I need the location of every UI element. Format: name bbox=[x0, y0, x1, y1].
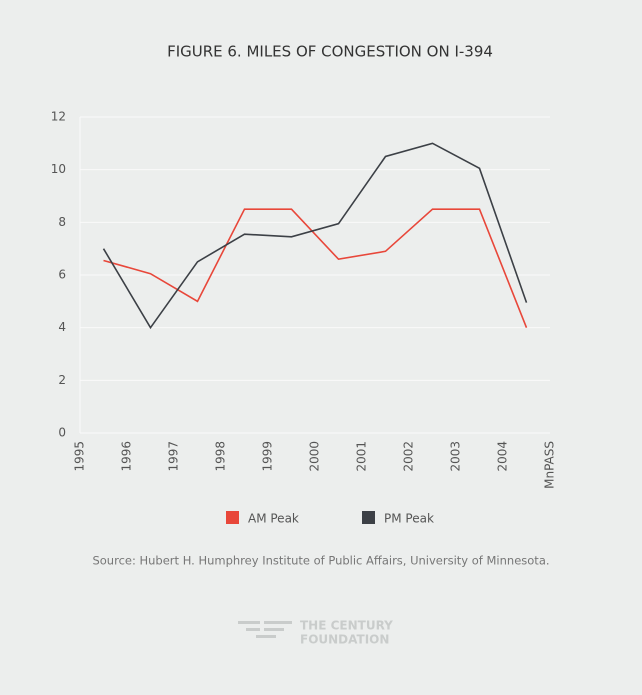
logo-bar bbox=[264, 621, 292, 624]
legend-label: PM Peak bbox=[384, 512, 434, 526]
x-tick-label: 1998 bbox=[214, 441, 228, 472]
chart-title: FIGURE 6. MILES OF CONGESTION ON I-394 bbox=[167, 43, 493, 61]
x-tick-label: 2000 bbox=[308, 441, 322, 472]
legend-swatch bbox=[362, 511, 375, 524]
logo-bar bbox=[246, 628, 260, 631]
x-tick-label: 2004 bbox=[496, 441, 510, 472]
x-tick-label: 1995 bbox=[73, 441, 87, 472]
logo-bar bbox=[238, 621, 260, 624]
x-tick-label: 2001 bbox=[355, 441, 369, 472]
x-tick-label: 1996 bbox=[120, 441, 134, 472]
line bbox=[103, 208, 528, 328]
y-tick-label: 6 bbox=[58, 268, 66, 282]
legend-label: AM Peak bbox=[248, 512, 299, 526]
logo: THE CENTURY FOUNDATION bbox=[238, 619, 393, 647]
logo-bar bbox=[256, 635, 276, 638]
y-tick-label: 4 bbox=[58, 320, 66, 334]
x-tick-label: 2003 bbox=[449, 441, 463, 472]
logo-bar bbox=[264, 628, 284, 631]
x-tick-label: 2002 bbox=[402, 441, 416, 472]
logo-text: THE CENTURY bbox=[300, 619, 393, 633]
y-tick-label: 10 bbox=[51, 162, 66, 176]
source: Source: Hubert H. Humphrey Institute of … bbox=[92, 554, 549, 568]
x-tick-label: 1997 bbox=[167, 441, 181, 472]
line bbox=[102, 142, 528, 330]
x-tick-label: 1999 bbox=[261, 441, 275, 472]
y-tick-label: 8 bbox=[58, 215, 66, 229]
legend-swatch bbox=[226, 511, 239, 524]
y-tick-label: 12 bbox=[51, 110, 66, 124]
y-tick-label: 2 bbox=[58, 373, 66, 387]
logo-text: FOUNDATION bbox=[300, 633, 389, 647]
x-tick-label: MnPASS bbox=[543, 441, 557, 489]
y-tick-label: 0 bbox=[58, 426, 66, 440]
